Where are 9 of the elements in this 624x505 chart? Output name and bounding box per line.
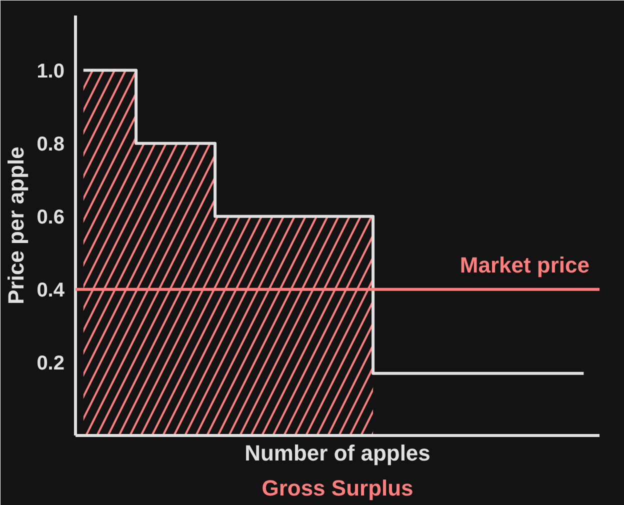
x-axis-title: Number of apples xyxy=(244,440,430,466)
text: Gross Surplus xyxy=(262,476,414,500)
y-tick-label: 0.8 xyxy=(36,133,65,156)
y-tick-label: 0.2 xyxy=(36,352,65,374)
y-tick-label: 0.6 xyxy=(36,206,65,228)
y-axis-title: Price per apple xyxy=(4,146,29,304)
y-tick-label: 1.0 xyxy=(36,60,65,82)
ref-line-label: Market price xyxy=(460,252,590,278)
y-tick-label: 0.4 xyxy=(36,279,66,302)
